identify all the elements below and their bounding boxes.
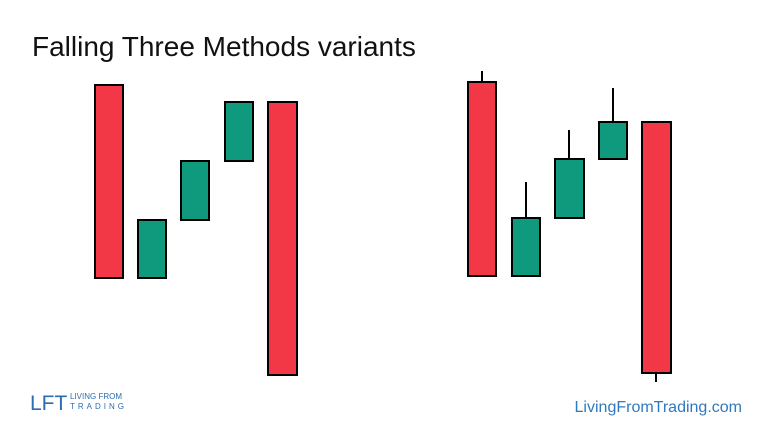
candle (94, 84, 124, 279)
candle (554, 158, 585, 219)
candle (467, 81, 497, 277)
website: LivingFromTrading.com (575, 399, 742, 416)
right-pattern (467, 71, 672, 382)
candle (137, 219, 167, 279)
logo-mark: LFT (30, 392, 68, 415)
candle (641, 121, 672, 374)
candle (267, 101, 298, 376)
logo-line: TRADING (70, 402, 127, 411)
candle (598, 121, 628, 160)
left-pattern (94, 84, 298, 376)
logo: LFT LIVING FROM TRADING (30, 392, 127, 415)
logo-line: LIVING FROM (70, 392, 122, 401)
candle (511, 217, 541, 277)
candle (224, 101, 254, 162)
title: Falling Three Methods variants (32, 31, 416, 62)
candle (180, 160, 210, 221)
